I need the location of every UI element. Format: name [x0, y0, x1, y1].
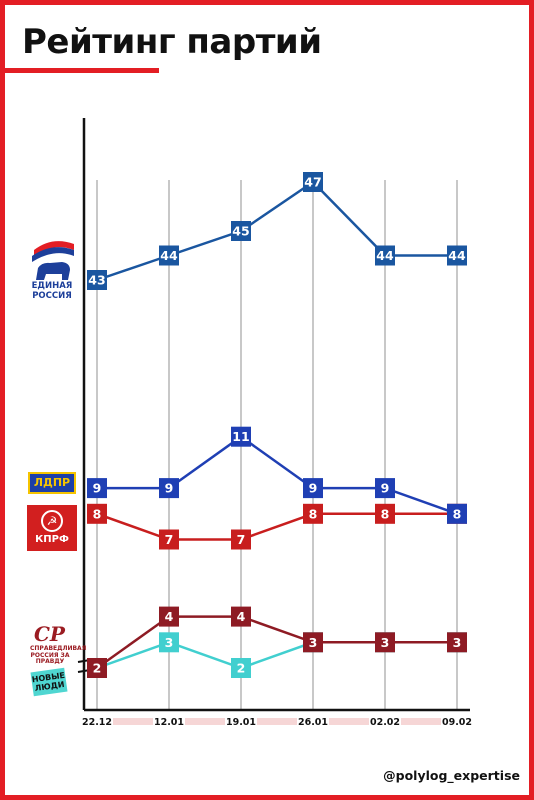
x-tick-label: 12.01 [154, 717, 184, 728]
data-label-er: 44 [448, 248, 466, 263]
data-point-ldpr [375, 478, 395, 499]
data-label-sr: 3 [309, 635, 318, 650]
data-label-ldpr: 9 [309, 481, 318, 496]
date-band [329, 718, 369, 725]
x-tick-label: 26.01 [298, 717, 328, 728]
data-point-kprf [87, 503, 107, 524]
date-band [185, 718, 225, 725]
data-label-sr: 3 [453, 635, 462, 650]
data-point-kprf [375, 503, 395, 524]
sr-logo-text: СПРАВЕДЛИВАЯ РОССИЯ ЗА ПРАВДУ [30, 645, 87, 665]
data-point-sr [231, 606, 251, 627]
series-line-sr [96, 615, 457, 670]
data-point-nl [159, 632, 179, 653]
data-label-er: 44 [160, 248, 178, 263]
data-label-ldpr: 11 [232, 429, 249, 444]
data-point-er [375, 245, 395, 266]
data-point-ldpr [303, 478, 323, 499]
er-logo-text: ЕДИНАЯ РОССИЯ [31, 281, 73, 301]
data-label-sr: 2 [93, 661, 102, 676]
data-label-er: 45 [232, 224, 249, 239]
title-underline [5, 68, 159, 73]
data-point-ldpr [159, 478, 179, 499]
x-tick-label: 09.02 [442, 717, 472, 728]
x-tick-label: 22.12 [82, 717, 112, 728]
sr-logo-letters: СР [34, 622, 65, 646]
x-tick-label: 02.02 [370, 717, 400, 728]
kprf-logo: ☭ КПРФ [27, 505, 77, 551]
data-label-ldpr: 9 [381, 481, 390, 496]
series-line-kprf [96, 512, 457, 541]
kprf-logo-text: КПРФ [35, 534, 69, 545]
data-point-ldpr [447, 503, 467, 524]
series-line-er [96, 180, 457, 282]
data-label-sr: 4 [165, 609, 174, 624]
series-line-nl [96, 640, 457, 670]
data-label-er: 43 [88, 273, 105, 288]
spravedlivaya-rossiya-logo: СР СПРАВЕДЛИВАЯ РОССИЯ ЗА ПРАВДУ [30, 622, 87, 665]
data-point-sr [87, 658, 107, 678]
data-label-kprf: 7 [237, 532, 246, 547]
data-label-ldpr: 9 [93, 481, 102, 496]
date-band [113, 718, 153, 725]
data-point-er [159, 245, 179, 266]
data-label-kprf: 7 [165, 532, 174, 547]
data-point-nl [231, 658, 251, 678]
data-point-kprf [303, 503, 323, 524]
data-label-sr: 4 [237, 609, 246, 624]
author-handle: @polylog_expertise [383, 768, 520, 783]
data-label-nl: 2 [237, 661, 246, 676]
data-point-er [303, 172, 323, 192]
x-tick-label: 19.01 [226, 717, 256, 728]
data-point-ldpr [231, 426, 251, 447]
data-point-sr [375, 632, 395, 653]
data-point-er [231, 221, 251, 241]
novye-lyudi-logo: НОВЫЕ ЛЮДИ [30, 666, 70, 697]
data-point-sr [447, 632, 467, 653]
data-label-kprf: 8 [381, 506, 390, 521]
nl-logo-text: НОВЫЕ ЛЮДИ [30, 667, 68, 697]
page-title: Рейтинг партий [22, 22, 322, 62]
data-label-er: 47 [304, 175, 321, 190]
data-point-sr [303, 632, 323, 653]
bear-flag-icon [32, 241, 74, 280]
ldpr-logo: ЛДПР [28, 472, 76, 494]
data-label-er: 44 [376, 248, 394, 263]
data-label-kprf: 8 [309, 506, 318, 521]
date-band [401, 718, 441, 725]
date-band [257, 718, 297, 725]
data-point-er [87, 270, 107, 290]
data-label-nl: 3 [165, 635, 174, 650]
hammer-sickle-icon: ☭ [41, 510, 63, 532]
data-point-kprf [231, 529, 251, 550]
data-point-er [447, 245, 467, 266]
series-line-ldpr [97, 435, 458, 515]
edinaya-rossiya-logo: ЕДИНАЯ РОССИЯ [24, 236, 80, 306]
data-point-kprf [159, 529, 179, 550]
data-label-ldpr: 9 [165, 481, 174, 496]
data-label-sr: 3 [381, 635, 390, 650]
data-point-sr [159, 606, 179, 627]
data-point-ldpr [87, 478, 107, 499]
data-label-kprf: 8 [93, 506, 102, 521]
data-label-ldpr: 8 [453, 506, 462, 521]
